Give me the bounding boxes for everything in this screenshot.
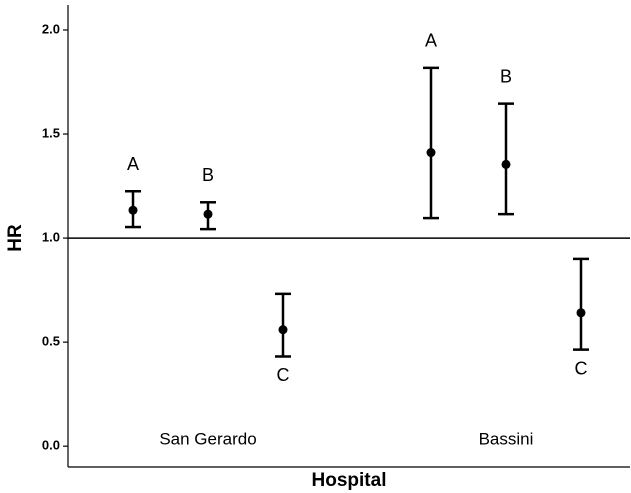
y-tick-label: 1.0 — [42, 230, 60, 245]
group-label: Bassini — [479, 429, 534, 448]
y-axis-title: HR — [5, 224, 26, 252]
point — [203, 209, 213, 219]
x-axis-title: Hospital — [312, 470, 387, 491]
y-tick-label: 0.5 — [42, 334, 60, 349]
point — [501, 159, 511, 169]
y-tick-label: 1.5 — [42, 125, 60, 140]
point — [426, 148, 436, 158]
point-label: A — [425, 31, 437, 51]
point-label: C — [575, 358, 588, 378]
point-label: A — [127, 154, 139, 174]
point-label: C — [277, 365, 290, 385]
point-label: B — [202, 165, 214, 185]
point — [278, 325, 288, 335]
group-label: San Gerardo — [159, 429, 256, 448]
point — [128, 205, 138, 215]
y-tick-label: 2.0 — [42, 21, 60, 36]
y-tick-label: 0.0 — [42, 438, 60, 453]
point — [576, 308, 586, 318]
point-label: B — [500, 66, 512, 86]
